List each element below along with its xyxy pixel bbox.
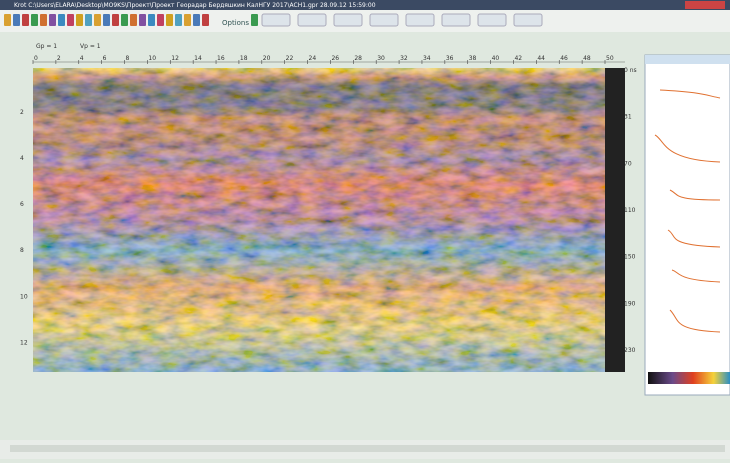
trace-panel-header	[645, 55, 730, 64]
right-tick-label: 230	[624, 347, 636, 354]
toolbar-button[interactable]	[166, 14, 173, 26]
top-tick-label: 36	[446, 55, 454, 62]
right-tick-label: 31	[624, 114, 632, 121]
radargram-texture	[33, 68, 605, 372]
left-tick-label: 6	[20, 201, 24, 208]
top-tick-label: 40	[492, 55, 500, 62]
toolbar-button[interactable]	[103, 14, 110, 26]
top-tick-label: 2	[57, 55, 61, 62]
right-tick-label: 190	[624, 300, 636, 307]
top-tick-label: 32	[400, 55, 408, 62]
toolbar-button[interactable]	[514, 14, 542, 26]
toolbar-button[interactable]	[139, 14, 146, 26]
top-tick-label: 48	[583, 55, 591, 62]
left-tick-label: 8	[20, 247, 24, 254]
toolbar-button[interactable]	[112, 14, 119, 26]
top-tick-label: 4	[80, 55, 84, 62]
scroll-thumb[interactable]	[10, 445, 725, 452]
left-tick-label: 2	[20, 109, 24, 116]
toolbar-button[interactable]	[334, 14, 362, 26]
velocity-label: Vp = 1	[80, 43, 101, 50]
top-tick-label: 20	[263, 55, 271, 62]
toolbar-button[interactable]	[251, 14, 258, 26]
top-tick-label: 42	[514, 55, 522, 62]
toolbar-button[interactable]	[58, 14, 65, 26]
toolbar-button[interactable]	[298, 14, 326, 26]
toolbar-button[interactable]	[148, 14, 155, 26]
toolbar-button[interactable]	[442, 14, 470, 26]
gain-label: Gp = 1	[36, 43, 57, 50]
toolbar-button[interactable]	[40, 14, 47, 26]
close-button[interactable]	[685, 1, 725, 9]
right-tick-label: 110	[624, 207, 636, 214]
toolbar-button[interactable]	[370, 14, 398, 26]
page: Krot C:\Users\ELARA\Desktop\MO9KS\Проект…	[0, 0, 730, 459]
top-tick-label: 10	[148, 55, 156, 62]
toolbar-button[interactable]	[4, 14, 11, 26]
trace-panel	[645, 55, 730, 395]
top-tick-label: 8	[126, 55, 130, 62]
toolbar-button[interactable]	[13, 14, 20, 26]
top-tick-label: 46	[560, 55, 568, 62]
toolbar-button[interactable]	[22, 14, 29, 26]
top-tick-label: 34	[423, 55, 431, 62]
window-title: Krot C:\Users\ELARA\Desktop\MO9KS\Проект…	[14, 2, 376, 9]
top-tick-label: 18	[240, 55, 248, 62]
top-tick-label: 0	[34, 55, 38, 62]
toolbar-button[interactable]	[478, 14, 506, 26]
top-tick-label: 28	[354, 55, 362, 62]
toolbar-button[interactable]	[94, 14, 101, 26]
toolbar-button[interactable]	[76, 14, 83, 26]
right-tick-label: 0 ns	[624, 67, 637, 74]
top-tick-label: 50	[606, 55, 614, 62]
options-menu[interactable]: Options	[222, 19, 249, 27]
top-tick-label: 16	[217, 55, 225, 62]
top-tick-label: 44	[537, 55, 545, 62]
top-tick-label: 24	[309, 55, 317, 62]
toolbar-button[interactable]	[262, 14, 290, 26]
app-window: Krot C:\Users\ELARA\Desktop\MO9KS\Проект…	[0, 0, 730, 459]
top-tick-label: 22	[286, 55, 294, 62]
top-tick-label: 6	[103, 55, 107, 62]
toolbar-button[interactable]	[31, 14, 38, 26]
toolbar-button[interactable]	[49, 14, 56, 26]
toolbar-button[interactable]	[193, 14, 200, 26]
left-tick-label: 4	[20, 155, 24, 162]
right-tick-label: 150	[624, 254, 636, 261]
right-tick-label: 70	[624, 160, 632, 167]
top-tick-label: 26	[331, 55, 339, 62]
toolbar-button[interactable]	[406, 14, 434, 26]
top-tick-label: 30	[377, 55, 385, 62]
top-tick-label: 38	[469, 55, 477, 62]
toolbar-button[interactable]	[184, 14, 191, 26]
toolbar-button[interactable]	[157, 14, 164, 26]
top-tick-label: 14	[194, 55, 202, 62]
depth-bar	[605, 68, 625, 372]
top-tick-label: 12	[171, 55, 179, 62]
left-tick-label: 10	[20, 293, 28, 300]
left-tick-label: 12	[20, 339, 28, 346]
toolbar-button[interactable]	[67, 14, 74, 26]
toolbar-button[interactable]	[121, 14, 128, 26]
color-scale	[648, 372, 730, 384]
toolbar-button[interactable]	[202, 14, 209, 26]
toolbar-button[interactable]	[130, 14, 137, 26]
toolbar-button[interactable]	[175, 14, 182, 26]
toolbar-button[interactable]	[85, 14, 92, 26]
